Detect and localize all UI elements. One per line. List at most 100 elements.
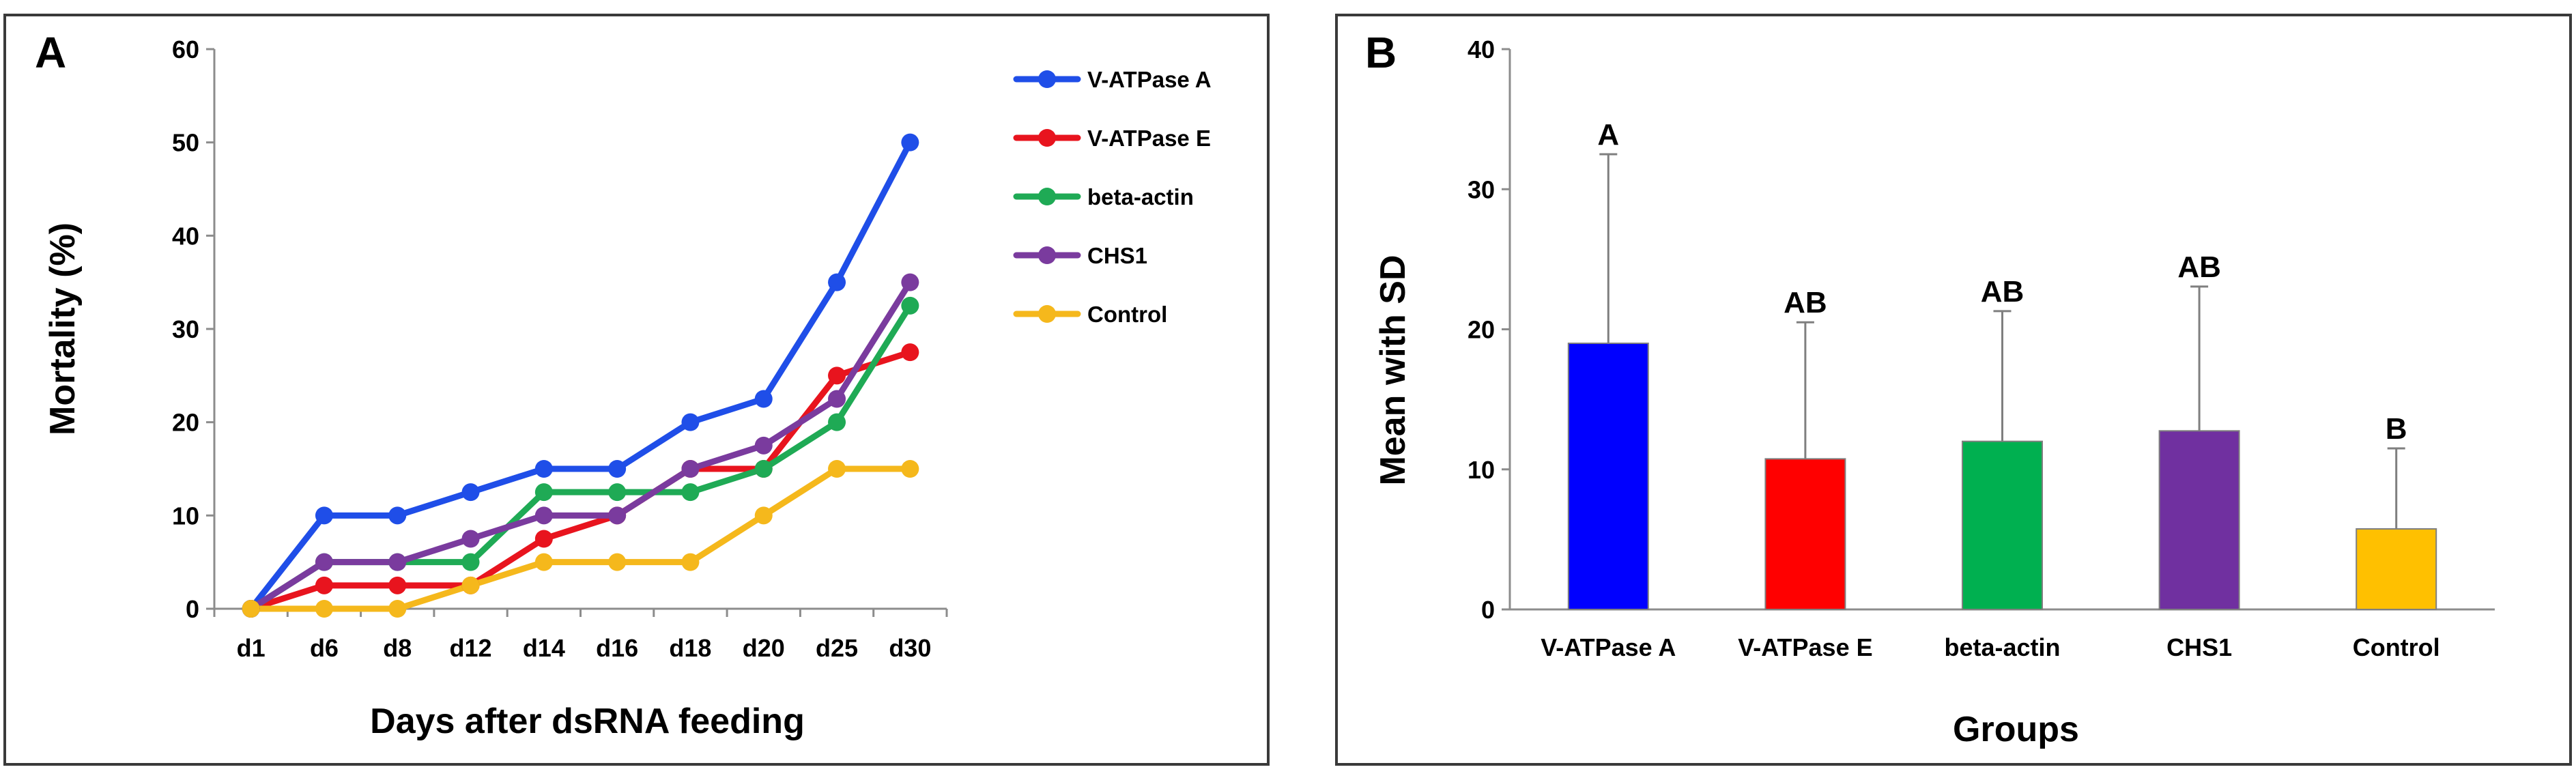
legend-marker-v-atpase-e bbox=[1038, 129, 1056, 147]
data-point-v-atpase-a-d16 bbox=[608, 460, 627, 478]
x-tick-label-chs1: CHS1 bbox=[2166, 633, 2232, 661]
data-point-v-atpase-a-d20 bbox=[754, 390, 773, 408]
y-axis-title: Mortality (%) bbox=[43, 222, 83, 435]
data-point-chs1-d14 bbox=[534, 506, 553, 525]
legend-label-chs1: CHS1 bbox=[1087, 243, 1147, 268]
mean-sd-bar-chart: B 0 10 20 30 40 A V-ATPase A AB V-ATPase E AB beta-… bbox=[1365, 28, 2495, 749]
data-point-chs1-d16 bbox=[608, 506, 627, 525]
data-point-v-atpase-e-d14 bbox=[534, 530, 553, 548]
x-axis-title: Groups bbox=[1953, 710, 2079, 749]
x-tick-label-v-atpase-e: V-ATPase E bbox=[1738, 633, 1872, 661]
x-tick-label-d12: d12 bbox=[450, 634, 492, 662]
data-point-control-d16 bbox=[608, 553, 627, 571]
x-tick-label-beta-actin: beta-actin bbox=[1944, 633, 2060, 661]
y-tick-label: 60 bbox=[172, 35, 199, 63]
legend-label-beta-actin: beta-actin bbox=[1087, 184, 1194, 210]
y-tick-label: 20 bbox=[172, 409, 199, 437]
x-tick-label-d14: d14 bbox=[523, 634, 565, 662]
x-tick-label-d16: d16 bbox=[596, 634, 638, 662]
x-tick-label-d30: d30 bbox=[889, 634, 931, 662]
x-tick-label-d8: d8 bbox=[383, 634, 412, 662]
x-tick-label-d20: d20 bbox=[743, 634, 785, 662]
y-tick-label: 30 bbox=[172, 315, 199, 343]
data-point-beta-actin-d18 bbox=[681, 483, 700, 502]
data-point-control-d25 bbox=[828, 460, 846, 478]
significance-label-v-atpase-e: AB bbox=[1784, 286, 1827, 319]
y-tick-label: 40 bbox=[172, 222, 199, 250]
x-axis-title: Days after dsRNA feeding bbox=[370, 702, 805, 741]
legend-marker-v-atpase-a bbox=[1038, 70, 1056, 88]
data-point-chs1-d12 bbox=[461, 530, 480, 548]
x-tick-label-control: Control bbox=[2353, 633, 2440, 661]
data-point-v-atpase-a-d8 bbox=[388, 506, 407, 525]
bar-v-atpase-e bbox=[1764, 458, 1846, 611]
bar-chs1 bbox=[2158, 430, 2240, 611]
x-tick-label-d1: d1 bbox=[237, 634, 266, 662]
data-point-chs1-d18 bbox=[681, 460, 700, 478]
panel-letter: A bbox=[35, 28, 66, 77]
data-point-beta-actin-d30 bbox=[901, 296, 919, 315]
x-tick-label-d25: d25 bbox=[816, 634, 858, 662]
data-point-v-atpase-e-d30 bbox=[901, 343, 919, 362]
x-tick-label-v-atpase-a: V-ATPase A bbox=[1541, 633, 1676, 661]
series-line-v-atpase-e bbox=[248, 349, 913, 612]
data-point-chs1-d8 bbox=[388, 553, 407, 571]
y-tick-label: 0 bbox=[1481, 596, 1495, 624]
significance-label-control: B bbox=[2386, 412, 2407, 446]
data-point-v-atpase-a-d6 bbox=[315, 506, 333, 525]
legend-label-control: Control bbox=[1087, 302, 1167, 327]
y-tick-label: 40 bbox=[1468, 35, 1495, 63]
data-point-beta-actin-d20 bbox=[754, 460, 773, 478]
data-point-v-atpase-a-d18 bbox=[681, 413, 700, 431]
bar-beta-actin bbox=[1962, 440, 2043, 611]
data-point-beta-actin-d25 bbox=[828, 413, 846, 431]
data-point-control-d6 bbox=[315, 600, 333, 618]
data-point-chs1-d20 bbox=[754, 436, 773, 455]
bar-control bbox=[2356, 528, 2437, 611]
bar-v-atpase-a bbox=[1567, 343, 1649, 610]
y-tick-label: 10 bbox=[1468, 456, 1495, 484]
legend-marker-control bbox=[1038, 305, 1056, 323]
data-point-chs1-d25 bbox=[828, 390, 846, 408]
mortality-line-chart: A 0 10 20 30 40 50 60 d1 d6 d8 d12 d14 d16 d18 d20 d25 d3… bbox=[35, 28, 1212, 741]
legend-marker-beta-actin bbox=[1038, 188, 1056, 205]
y-tick-label: 30 bbox=[1468, 175, 1495, 203]
legend-marker-chs1 bbox=[1038, 246, 1056, 264]
data-point-control-d8 bbox=[388, 600, 407, 618]
y-tick-label: 0 bbox=[186, 595, 199, 623]
data-point-v-atpase-a-d14 bbox=[534, 460, 553, 478]
data-point-beta-actin-d12 bbox=[461, 553, 480, 571]
data-point-v-atpase-e-d8 bbox=[388, 576, 407, 594]
panel-b: B 0 10 20 30 40 A V-ATPase A AB V-ATPase E AB beta-… bbox=[1335, 14, 2572, 766]
data-point-control-d1 bbox=[242, 600, 260, 618]
data-point-control-d14 bbox=[534, 553, 553, 571]
legend-label-v-atpase-e: V-ATPase E bbox=[1087, 126, 1211, 151]
data-point-chs1-d30 bbox=[901, 273, 919, 291]
significance-label-chs1: AB bbox=[2177, 250, 2221, 284]
x-tick-label-d18: d18 bbox=[669, 634, 711, 662]
data-point-beta-actin-d16 bbox=[608, 483, 627, 502]
x-tick-label-d6: d6 bbox=[310, 634, 339, 662]
legend-label-v-atpase-a: V-ATPase A bbox=[1087, 67, 1212, 92]
data-point-v-atpase-a-d12 bbox=[461, 483, 480, 502]
panel-a: A 0 10 20 30 40 50 60 d1 d6 d8 d12 d14 d16 d18 d20 d25 d3… bbox=[3, 14, 1270, 766]
series-line-control bbox=[248, 465, 913, 612]
data-point-control-d18 bbox=[681, 553, 700, 571]
significance-label-v-atpase-a: A bbox=[1597, 118, 1619, 152]
data-point-beta-actin-d14 bbox=[534, 483, 553, 502]
series-line-chs1 bbox=[248, 279, 913, 612]
data-point-control-d12 bbox=[461, 576, 480, 594]
data-point-v-atpase-a-d30 bbox=[901, 133, 919, 152]
significance-label-beta-actin: AB bbox=[1981, 275, 2024, 308]
y-tick-label: 10 bbox=[172, 502, 199, 530]
y-tick-label: 20 bbox=[1468, 316, 1495, 344]
data-point-chs1-d6 bbox=[315, 553, 333, 571]
data-point-v-atpase-a-d25 bbox=[828, 273, 846, 291]
panel-letter: B bbox=[1365, 28, 1397, 77]
series-line-v-atpase-a bbox=[248, 139, 913, 612]
data-point-v-atpase-e-d25 bbox=[828, 366, 846, 385]
data-point-control-d20 bbox=[754, 506, 773, 525]
data-point-control-d30 bbox=[901, 460, 919, 478]
y-axis-title: Mean with SD bbox=[1373, 255, 1413, 485]
y-tick-label: 50 bbox=[172, 129, 199, 157]
